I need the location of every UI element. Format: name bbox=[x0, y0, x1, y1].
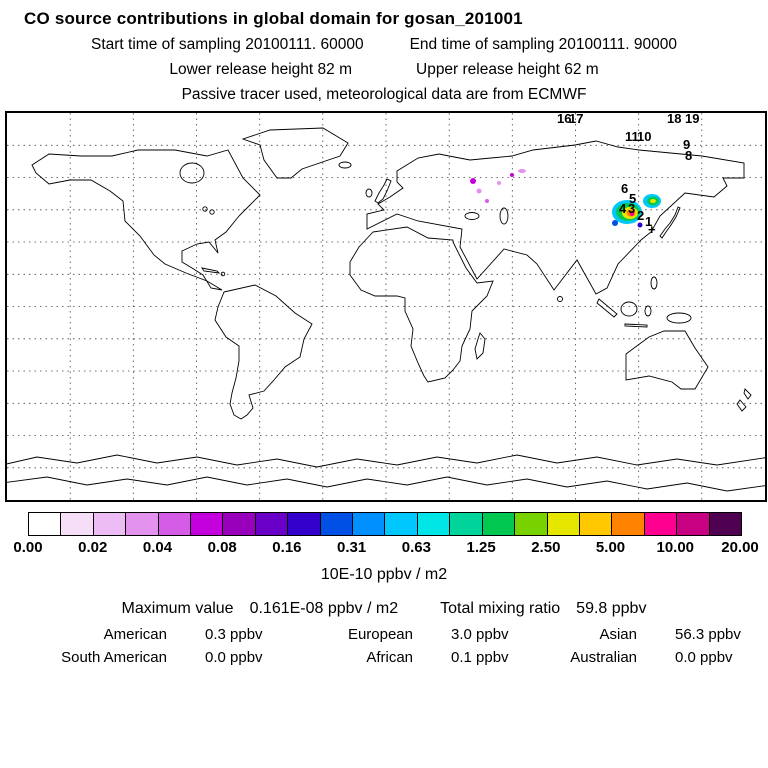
trajectory-day-label: 10 bbox=[637, 129, 651, 144]
world-map-panel: 16 17 18 19 11 10 9 8 6 5 4 3 2 1 + bbox=[5, 111, 767, 502]
continent-coastlines bbox=[7, 127, 765, 492]
trajectory-day-label: 8 bbox=[685, 148, 692, 163]
colorbar-tick-label: 0.63 bbox=[401, 539, 431, 556]
region-value: 0.0 ppbv bbox=[675, 649, 733, 666]
colorbar-tick-label: 0.00 bbox=[13, 539, 43, 556]
start-time-text: Start time of sampling 20100111. 60000 bbox=[91, 36, 364, 53]
colorbar-tick-label: 5.00 bbox=[595, 539, 626, 556]
colorbar-segment bbox=[481, 513, 515, 535]
region-value: 3.0 ppbv bbox=[451, 626, 509, 643]
colorbar-segment bbox=[643, 513, 677, 535]
colorbar-tick-label: 0.02 bbox=[78, 539, 108, 556]
source-contribution-plume bbox=[470, 169, 661, 228]
colorbar-ticks: 0.00 0.02 0.04 0.08 0.16 0.31 0.63 1.25 2.50 5.00… bbox=[13, 539, 758, 558]
colorbar-segment bbox=[449, 513, 482, 535]
colorbar-segment bbox=[416, 513, 450, 535]
colorbar-segment bbox=[125, 513, 158, 535]
region-name: American bbox=[103, 626, 167, 643]
colorbar-tick-label: 10.00 bbox=[656, 539, 695, 556]
trajectory-day-label: 16 bbox=[557, 113, 571, 126]
region-name: Australian bbox=[570, 649, 637, 666]
colorbar-segment bbox=[29, 513, 61, 535]
region-value: 56.3 ppbv bbox=[675, 626, 741, 643]
colorbar-segment bbox=[254, 513, 288, 535]
end-time-text: End time of sampling 20100111. 90000 bbox=[409, 36, 677, 53]
colorbar-segment bbox=[352, 513, 385, 535]
sampling-times-line: Start time of sampling 20100111. 60000 E… bbox=[0, 36, 768, 54]
trajectory-day-label: 2 bbox=[637, 208, 644, 223]
colorbar-segment bbox=[92, 513, 126, 535]
total-mixing-ratio-label: Total mixing ratio bbox=[440, 600, 561, 617]
colorbar-tick-label: 20.00 bbox=[721, 539, 759, 556]
lower-release-text: Lower release height 82 m bbox=[169, 61, 352, 78]
station-marker: + bbox=[648, 222, 656, 237]
release-heights-line: Lower release height 82 m Upper release … bbox=[0, 61, 768, 79]
colorbar bbox=[28, 512, 742, 536]
region-name: European bbox=[347, 626, 413, 643]
trajectory-day-label: 1 bbox=[645, 214, 652, 229]
trajectory-day-label: 9 bbox=[683, 137, 690, 152]
colorbar-tick-label: 0.16 bbox=[272, 539, 302, 556]
colorbar-segment bbox=[190, 513, 223, 535]
colorbar-segment bbox=[287, 513, 320, 535]
colorbar-segment bbox=[578, 513, 612, 535]
colorbar-segment bbox=[546, 513, 579, 535]
tracer-note: Passive tracer used, meteorological data… bbox=[181, 86, 587, 103]
max-value-label: Maximum value bbox=[121, 600, 234, 617]
colorbar-segment bbox=[384, 513, 417, 535]
max-value: 0.161E-08 ppbv / m2 bbox=[249, 600, 399, 617]
trajectory-day-label: 19 bbox=[685, 113, 699, 126]
colorbar-units: 10E-10 ppbv / m2 bbox=[320, 566, 448, 583]
region-value: 0.3 ppbv bbox=[205, 626, 263, 643]
upper-release-text: Upper release height 62 m bbox=[416, 61, 599, 78]
graticule-gridlines bbox=[7, 113, 765, 500]
colorbar-segment bbox=[708, 513, 741, 535]
region-name: African bbox=[366, 649, 413, 666]
regional-contributions-table: American 0.3 ppbv European 3.0 ppbv Asia… bbox=[15, 626, 753, 666]
colorbar-tick-label: 0.04 bbox=[142, 539, 173, 556]
colorbar-tick-label: 0.08 bbox=[207, 539, 237, 556]
trajectory-day-label: 6 bbox=[621, 181, 628, 196]
trajectory-day-label: 3 bbox=[628, 201, 635, 216]
colorbar-segment bbox=[222, 513, 255, 535]
region-name: Asian bbox=[599, 626, 637, 643]
colorbar-segment bbox=[60, 513, 93, 535]
region-value: 0.1 ppbv bbox=[451, 649, 509, 666]
trajectory-day-label: 18 bbox=[667, 113, 681, 126]
trajectory-day-label: 4 bbox=[619, 201, 627, 216]
colorbar-tick-label: 0.31 bbox=[337, 539, 367, 556]
colorbar-tick-label: 1.25 bbox=[466, 539, 496, 556]
colorbar-segment bbox=[676, 513, 709, 535]
region-name: South American bbox=[61, 649, 167, 666]
trajectory-day-label: 17 bbox=[569, 113, 583, 126]
trajectory-day-label: 11 bbox=[625, 129, 639, 144]
colorbar-segment bbox=[514, 513, 547, 535]
trajectory-day-label: 5 bbox=[629, 191, 636, 206]
colorbar-segment bbox=[157, 513, 191, 535]
colorbar-tick-label: 2.50 bbox=[531, 539, 561, 556]
region-value: 0.0 ppbv bbox=[205, 649, 263, 666]
stats-summary-line: Maximum value 0.161E-08 ppbv / m2 Total … bbox=[0, 600, 768, 618]
page-title: CO source contributions in global domain… bbox=[24, 9, 523, 28]
colorbar-segment bbox=[611, 513, 644, 535]
total-mixing-ratio-value: 59.8 ppbv bbox=[576, 600, 647, 617]
colorbar-segment bbox=[319, 513, 353, 535]
